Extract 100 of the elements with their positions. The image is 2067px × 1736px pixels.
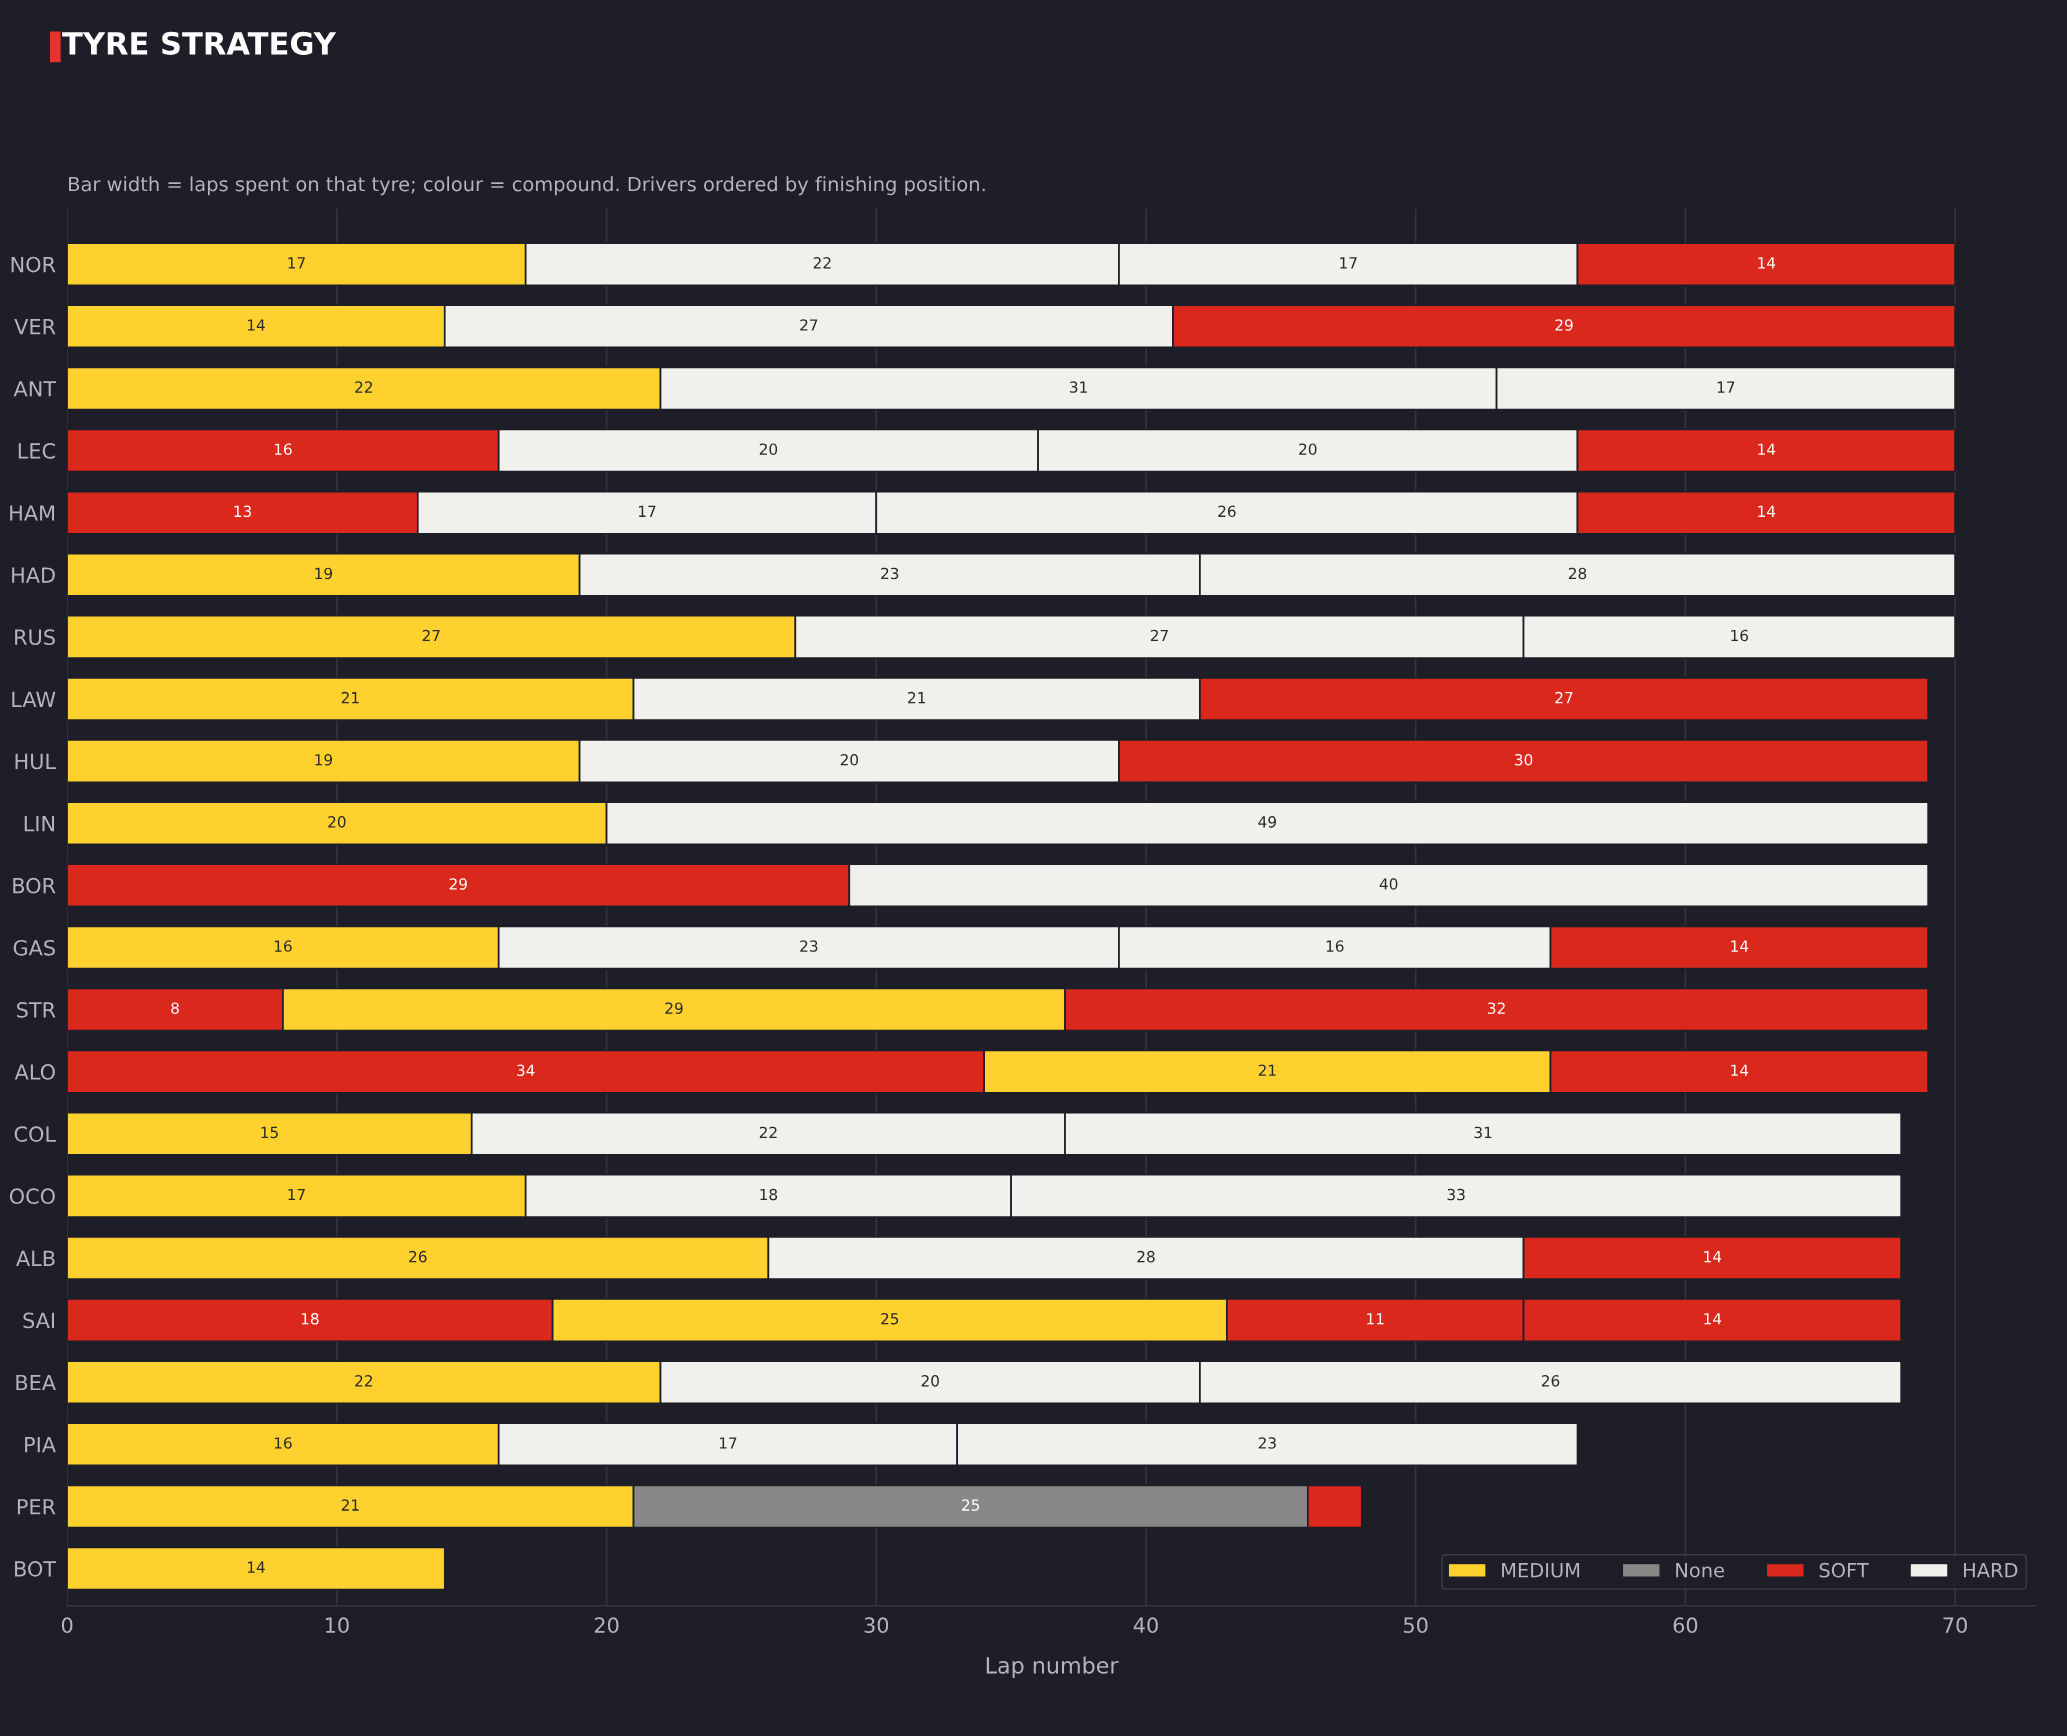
y-tick-label: LEC	[18, 443, 55, 459]
data-label: 16	[1326, 940, 1344, 952]
data-label: 20	[1299, 443, 1317, 455]
data-label: 19	[315, 567, 333, 580]
data-label: 23	[881, 567, 899, 580]
data-label: 49	[1258, 816, 1276, 828]
legend-label: HARD	[1964, 1563, 2018, 1578]
y-tick-label: LIN	[24, 815, 55, 832]
data-label: 27	[422, 629, 440, 642]
y-tick-label: ALB	[16, 1250, 55, 1266]
data-label: 21	[1258, 1064, 1276, 1076]
data-label: 14	[1758, 443, 1776, 455]
y-tick-label: HAM	[10, 505, 55, 521]
y-tick-label: PIA	[25, 1437, 56, 1453]
y-tick-label: ALO	[14, 1064, 55, 1080]
data-label: 26	[1218, 505, 1236, 518]
data-label: 22	[355, 381, 373, 393]
chart-subtitle: Bar width = laps spent on that tyre; colour = compound. Drivers ordered by finishing position.	[69, 176, 985, 196]
data-label: 16	[1731, 629, 1749, 642]
data-label: 34	[517, 1064, 535, 1077]
data-label: 14	[247, 1561, 265, 1573]
data-label: 17	[638, 505, 656, 517]
data-label: 22	[813, 257, 831, 269]
data-label: 17	[288, 257, 305, 269]
data-label: 13	[234, 505, 251, 518]
data-label: 27	[1555, 691, 1573, 704]
x-tick-label: 50	[1404, 1617, 1428, 1634]
legend-label: MEDIUM	[1502, 1563, 1580, 1578]
bar	[67, 1546, 446, 1591]
data-label: 22	[759, 1126, 777, 1138]
data-label: 26	[409, 1250, 427, 1263]
data-label: 19	[315, 753, 333, 766]
legend-label: None	[1676, 1563, 1725, 1578]
data-label: 21	[341, 1499, 359, 1511]
y-tick-label: PER	[17, 1499, 56, 1515]
data-label: 21	[908, 691, 926, 704]
y-tick-label: VER	[14, 319, 56, 335]
y-tick-label: GAS	[13, 939, 55, 956]
y-tick-label: NOR	[11, 256, 56, 273]
x-tick-label: 60	[1673, 1617, 1698, 1634]
x-tick-label: 30	[864, 1617, 889, 1634]
data-label: 14	[1704, 1313, 1722, 1325]
legend-label: SOFT	[1819, 1562, 1869, 1578]
data-label: 29	[665, 1002, 683, 1014]
data-label: 14	[247, 319, 265, 331]
chart-title: TYRE STRATEGY	[62, 31, 337, 55]
data-label: 16	[274, 1437, 292, 1449]
y-tick-label: BEA	[16, 1374, 56, 1391]
x-tick-label: 70	[1943, 1617, 1967, 1634]
data-label: 17	[1717, 381, 1735, 393]
data-label: 16	[274, 443, 292, 455]
data-label: 17	[719, 1437, 737, 1449]
data-label: 27	[800, 319, 818, 331]
data-label: 23	[800, 940, 818, 952]
data-label: 25	[962, 1499, 980, 1511]
data-label: 25	[881, 1312, 899, 1325]
data-label: 18	[301, 1312, 319, 1325]
data-label: 31	[1070, 381, 1087, 393]
y-tick-label: BOR	[13, 877, 56, 894]
y-tick-label: SAI	[23, 1312, 55, 1329]
data-label: 20	[921, 1375, 939, 1387]
data-label: 18	[760, 1188, 778, 1201]
data-label: 14	[1758, 505, 1776, 517]
data-label: 20	[328, 816, 346, 828]
data-label: 15	[261, 1126, 278, 1139]
y-tick-label: OCO	[9, 1188, 55, 1205]
y-tick-label: HAD	[12, 567, 55, 583]
data-label: 21	[341, 691, 359, 704]
data-label: 14	[1704, 1251, 1722, 1263]
data-label: 26	[1541, 1375, 1560, 1387]
y-tick-label: BOT	[15, 1560, 57, 1577]
data-label: 16	[274, 940, 292, 952]
data-label: 20	[840, 753, 859, 766]
data-label: 29	[1555, 319, 1573, 331]
y-tick-label: HUL	[15, 753, 56, 770]
y-tick-label: ANT	[13, 381, 57, 397]
y-tick-label: STR	[17, 1001, 56, 1018]
data-label: 30	[1515, 753, 1533, 766]
y-tick-label: RUS	[15, 629, 55, 646]
data-label: 33	[1447, 1188, 1465, 1201]
data-label: 11	[1367, 1313, 1384, 1325]
data-label: 28	[1568, 567, 1587, 580]
data-label: 27	[1150, 629, 1168, 642]
data-label: 20	[759, 443, 778, 455]
x-tick-label: 20	[594, 1617, 619, 1634]
data-label: 8	[171, 1002, 179, 1014]
data-label: 23	[1258, 1437, 1276, 1449]
data-label: 40	[1379, 878, 1398, 890]
data-label: 22	[355, 1375, 373, 1387]
x-tick-label: 10	[325, 1617, 349, 1634]
x-tick-label: 40	[1133, 1617, 1158, 1634]
data-label: 14	[1758, 257, 1776, 269]
x-axis-title: Lap number	[986, 1656, 1119, 1679]
x-tick-label: 0	[61, 1617, 73, 1634]
data-label: 29	[449, 878, 467, 890]
data-label: 17	[1340, 257, 1357, 269]
data-label: 17	[288, 1188, 305, 1201]
data-label: 14	[1731, 1064, 1749, 1076]
data-label: 28	[1137, 1250, 1155, 1263]
y-tick-label: COL	[14, 1126, 56, 1142]
